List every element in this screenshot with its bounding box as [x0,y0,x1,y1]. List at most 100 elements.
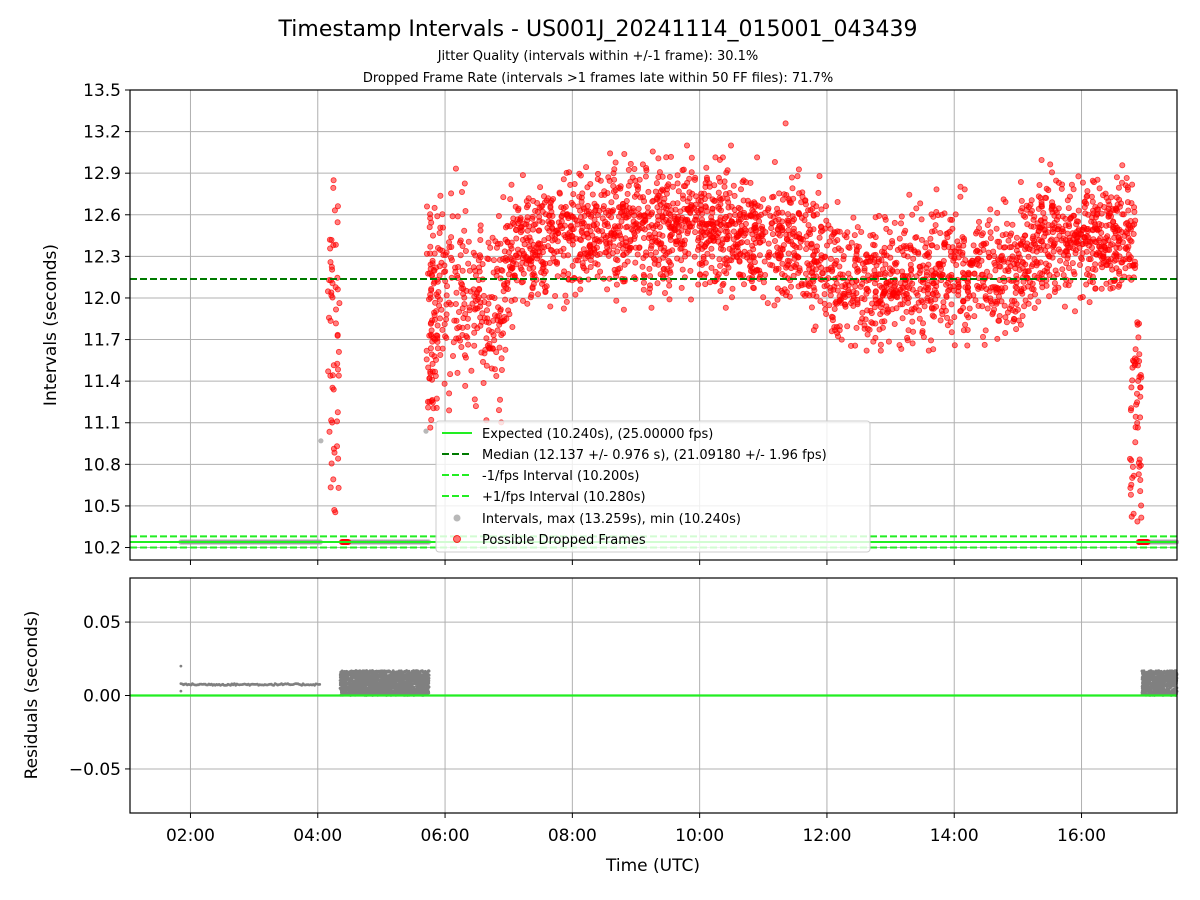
dropped-frame-point [580,246,587,253]
dropped-frame-point [1073,229,1080,236]
dropped-frame-point [330,476,337,483]
dropped-frame-point [326,428,333,435]
dropped-frame-point [903,308,910,315]
dropped-frame-point [568,199,575,206]
dropped-frame-point [1035,193,1042,200]
dropped-frame-point [716,256,723,263]
dropped-frame-point [1003,319,1010,326]
dropped-frame-point [703,174,710,181]
dropped-frame-point [336,300,343,307]
intervals-y-axis-label: Intervals (seconds) [41,244,61,406]
dropped-frame-point [1109,284,1116,291]
dropped-frame-point [663,190,670,197]
dropped-frame-point [1064,197,1071,204]
dropped-frame-point [576,193,583,200]
dropped-frame-point [1057,257,1064,264]
dropped-frame-point [570,191,577,198]
legend-label-intervals: Intervals, max (13.259s), min (10.240s) [482,512,741,527]
dropped-frame-point [478,349,485,356]
dropped-frame-point [608,214,615,221]
dropped-frame-point [932,265,939,272]
dropped-frame-point [973,230,980,237]
dropped-frame-point [631,193,638,200]
dropped-frame-point [1029,235,1036,242]
dropped-frame-point [441,321,448,328]
dropped-frame-point [572,291,579,298]
dropped-frame-point [461,301,468,308]
dropped-frame-point [1119,179,1126,186]
dropped-frame-point [782,120,789,127]
dropped-frame-point [1127,484,1134,491]
dropped-frame-point [951,314,958,321]
dropped-frame-point [750,254,757,261]
dropped-frame-point [503,315,510,322]
dropped-frame-point [728,142,735,149]
dropped-frame-point [546,212,553,219]
dropped-frame-point [702,281,709,288]
dropped-frame-point [1127,226,1134,233]
dropped-frame-point [443,316,450,323]
dropped-frame-point [427,261,434,268]
dropped-frame-point [613,193,620,200]
dropped-frame-point [717,288,724,295]
dropped-frame-point [627,160,634,167]
dropped-frame-point [489,234,496,241]
dropped-frame-point [443,334,450,341]
dropped-frame-point [1064,255,1071,262]
dropped-frame-point [436,229,443,236]
dropped-frame-point [762,209,769,216]
dropped-frame-point [523,255,530,262]
dropped-frame-point [1051,280,1058,287]
dropped-frame-point [334,409,341,416]
dropped-frame-point [640,271,647,278]
dropped-frame-point [840,256,847,263]
dropped-frame-point [823,217,830,224]
dropped-frame-point [1009,221,1016,228]
dropped-frame-point [1012,283,1019,290]
dropped-frame-point [542,289,549,296]
dropped-frame-point [1039,270,1046,277]
dropped-frame-point [730,228,737,235]
dropped-frame-point [980,278,987,285]
dropped-frame-point [773,265,780,272]
dropped-frame-point [602,238,609,245]
dropped-frame-point [611,176,618,183]
dropped-frame-point [1039,284,1046,291]
dropped-frame-point [555,219,562,226]
dropped-frame-point [687,203,694,210]
dropped-frame-point [430,266,437,273]
dropped-frame-point [996,317,1003,324]
dropped-frame-point [910,328,917,335]
dropped-frame-point [933,186,940,193]
dropped-frame-point [834,329,841,336]
dropped-frame-point [1077,261,1084,268]
dropped-frame-point [842,301,849,308]
dropped-frame-point [795,254,802,261]
dropped-frame-point [902,280,909,287]
dropped-frame-point [1129,463,1136,470]
dropped-frame-point [795,209,802,216]
dropped-frame-point [1025,283,1032,290]
dropped-frame-point [498,266,505,273]
dropped-frame-point [1107,278,1114,285]
dropped-frame-point [928,211,935,218]
dropped-frame-point [539,259,546,266]
dropped-frame-point [535,227,542,234]
dropped-frame-point [854,265,861,272]
dropped-frame-point [530,197,537,204]
dropped-frame-point [1084,192,1091,199]
dropped-frame-point [729,294,736,301]
dropped-frame-point [641,226,648,233]
dropped-frame-point [1032,241,1039,248]
dropped-frame-point [980,333,987,340]
dropped-frame-point [712,154,719,161]
dropped-frame-point [640,254,647,261]
dropped-frame-point [679,167,686,174]
dropped-frame-point [726,189,733,196]
dropped-frame-point [898,213,905,220]
dropped-frame-point [953,261,960,268]
dropped-frame-point [435,288,442,295]
dropped-frame-point [656,169,663,176]
dropped-frame-point [790,272,797,279]
dropped-frame-point [1017,178,1024,185]
